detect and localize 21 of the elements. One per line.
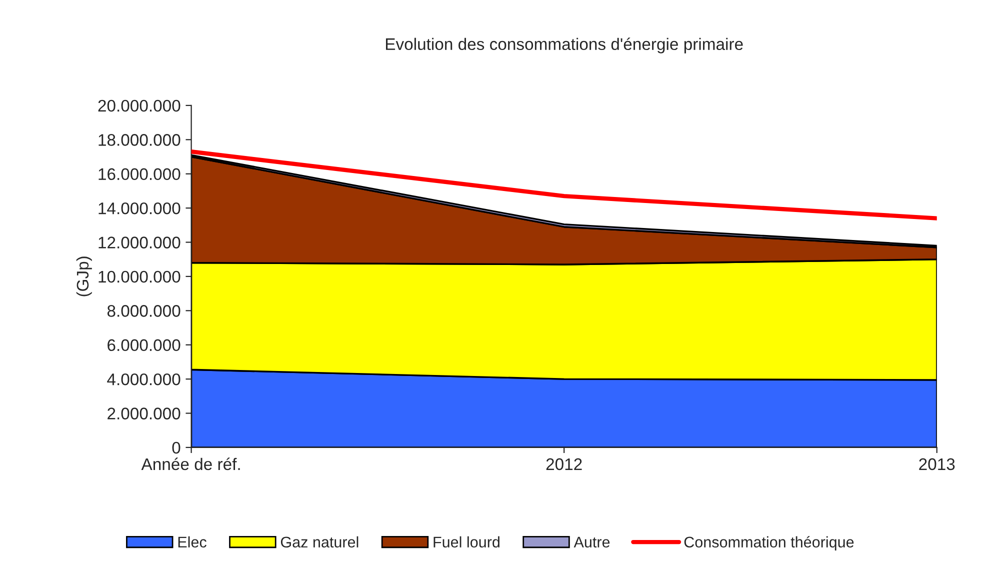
x-tick-label: 2012 — [546, 458, 582, 470]
y-tick-label: 12.000.000 — [98, 236, 180, 248]
chart-title: Evolution des consommations d'énergie primaire — [386, 38, 743, 54]
x-tick-label: 2013 — [919, 458, 955, 470]
y-tick-label: 6.000.000 — [108, 339, 180, 352]
legend-label: Gaz naturel — [280, 536, 358, 548]
legend-label: Fuel lourd — [434, 536, 500, 548]
y-tick-label: 2.000.000 — [108, 408, 180, 420]
y-axis-title: (GJp) — [76, 256, 92, 296]
y-tick-label: 18.000.000 — [98, 134, 180, 146]
y-tick-label: 16.000.000 — [98, 168, 180, 180]
legend-label: Consommation théorique — [684, 536, 854, 551]
x-tick-label: Année de réf. — [141, 458, 240, 470]
y-tick-label: 20.000.000 — [98, 100, 180, 112]
y-tick-label: 4.000.000 — [107, 373, 180, 386]
y-tick-label: 0 — [172, 442, 180, 454]
y-tick-label: 10.000.000 — [98, 270, 180, 283]
legend-label: Elec — [178, 536, 206, 548]
legend-label: Autre — [574, 536, 610, 548]
y-tick-label: 14.000.000 — [98, 202, 180, 214]
y-tick-label: 8.000.000 — [107, 305, 180, 317]
